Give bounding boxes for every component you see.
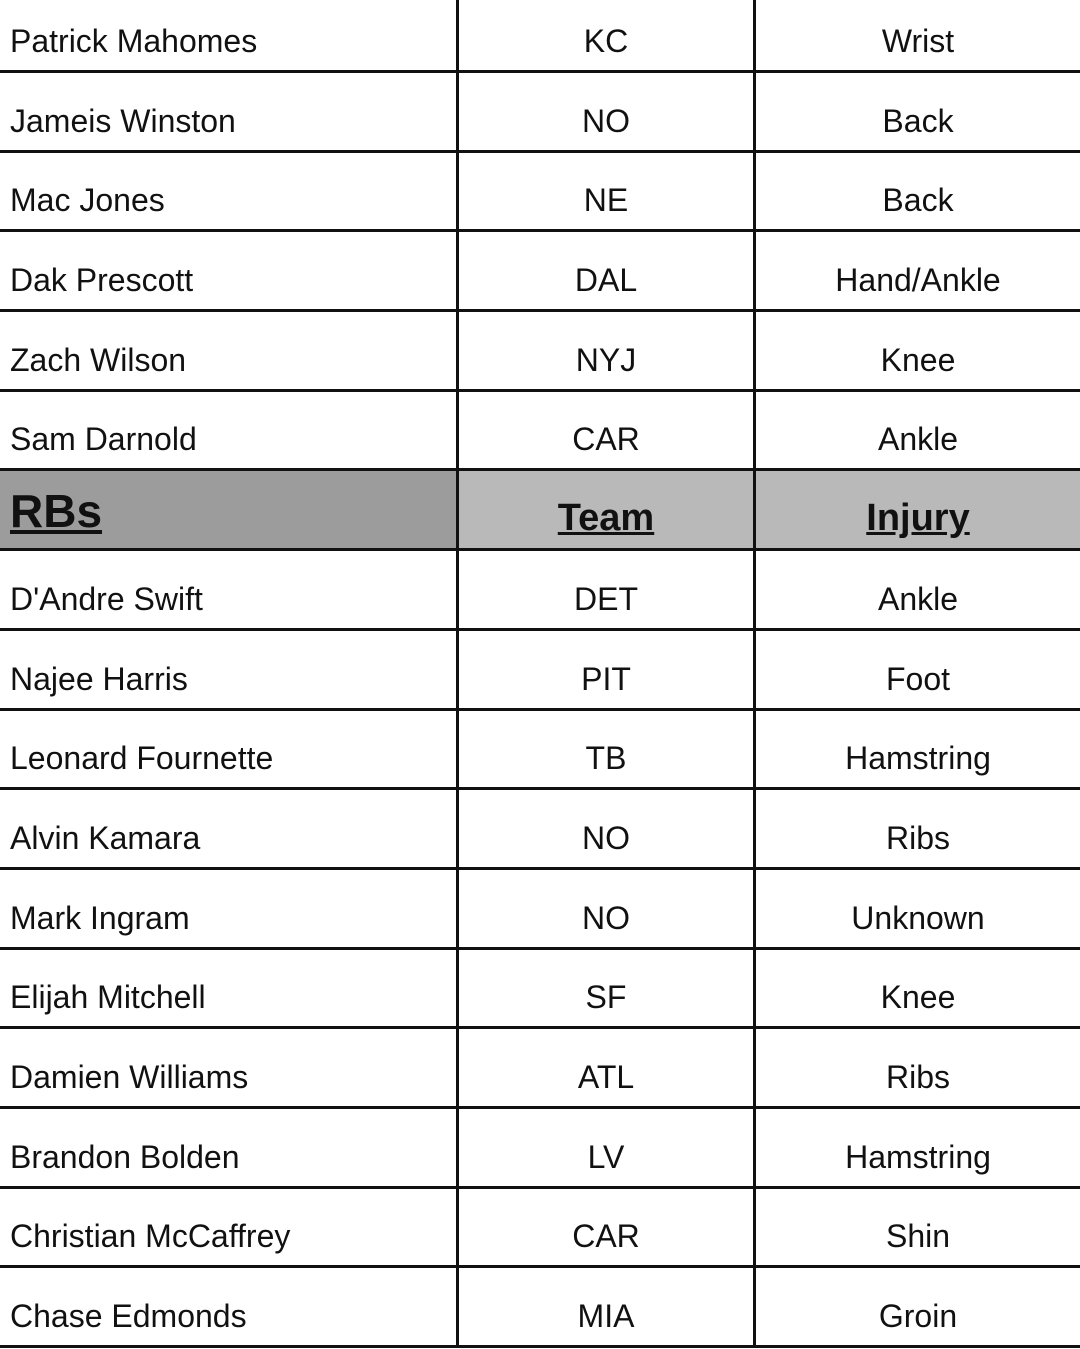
table-row: Dak Prescott DAL Hand/Ankle xyxy=(0,232,1080,313)
table-row: Elijah Mitchell SF Knee xyxy=(0,949,1080,1030)
table-row: Patrick Mahomes KC Wrist xyxy=(0,0,1080,73)
player-cell: Jameis Winston xyxy=(0,73,459,150)
table-row: D'Andre Swift DET Ankle xyxy=(0,551,1080,631)
player-cell: Mac Jones xyxy=(0,152,459,230)
injury-cell: Ankle xyxy=(877,580,959,617)
player-cell: Najee Harris xyxy=(0,630,459,708)
team-cell: NO xyxy=(459,73,756,150)
injury-cell: Ribs xyxy=(885,1058,950,1095)
team-cell: NYJ xyxy=(459,312,756,389)
injury-cell: Ankle xyxy=(877,421,959,458)
team-cell: NO xyxy=(459,790,756,867)
injury-cell: Shin xyxy=(885,1218,951,1255)
team-cell: DAL xyxy=(459,232,756,310)
injury-cell: Injury xyxy=(756,471,1080,549)
player-cell: Alvin Kamara xyxy=(0,790,459,867)
injury-cell: Knee xyxy=(880,341,956,378)
table-row: Mark Ingram NO Unknown xyxy=(0,869,1080,950)
player-cell: Mark Ingram xyxy=(0,869,459,947)
player-cell: Zach Wilson xyxy=(0,312,459,389)
player-cell: Leonard Fournette xyxy=(0,710,459,788)
player-cell: Chase Edmonds xyxy=(0,1268,459,1345)
player-cell: Patrick Mahomes xyxy=(0,0,459,70)
table-row: Damien Williams ATL Ribs xyxy=(0,1029,1080,1109)
team-cell: NO xyxy=(459,869,756,947)
injury-cell: Foot xyxy=(885,660,951,697)
team-cell: CAR xyxy=(459,1188,756,1266)
team-cell: TB xyxy=(459,710,756,788)
injury-cell: Unknown xyxy=(851,899,985,936)
table-row: Chase Edmonds MIA Groin xyxy=(0,1268,1080,1348)
table-row: Leonard Fournette TB Hamstring xyxy=(0,710,1080,791)
player-cell: D'Andre Swift xyxy=(0,551,459,628)
player-cell: RBs xyxy=(0,471,459,549)
injury-cell: Hamstring xyxy=(845,740,991,777)
table-row: Jameis Winston NO Back xyxy=(0,73,1080,153)
player-cell: Dak Prescott xyxy=(0,232,459,310)
injury-cell: Knee xyxy=(880,979,956,1016)
table-row: Alvin Kamara NO Ribs xyxy=(0,790,1080,870)
injury-cell: Hand/Ankle xyxy=(835,262,1001,299)
team-cell: ATL xyxy=(459,1029,756,1106)
player-cell: Sam Darnold xyxy=(0,391,459,469)
table-row: Najee Harris PIT Foot xyxy=(0,630,1080,711)
team-cell: PIT xyxy=(459,630,756,708)
player-cell: Brandon Bolden xyxy=(0,1108,459,1186)
player-cell: Christian McCaffrey xyxy=(0,1188,459,1266)
team-cell: SF xyxy=(459,949,756,1027)
table-row: Christian McCaffrey CAR Shin xyxy=(0,1188,1080,1269)
player-cell: Elijah Mitchell xyxy=(0,949,459,1027)
team-cell: CAR xyxy=(459,391,756,469)
team-cell: LV xyxy=(459,1108,756,1186)
rb-header-row: RBs Team Injury xyxy=(0,468,1080,552)
injury-cell: Back xyxy=(882,182,954,219)
table-row: Zach Wilson NYJ Knee xyxy=(0,312,1080,392)
team-cell: DET xyxy=(459,551,756,628)
table-row: Mac Jones NE Back xyxy=(0,152,1080,233)
team-cell: Team xyxy=(459,471,756,549)
injury-cell: Back xyxy=(882,102,954,139)
injury-cell: Groin xyxy=(878,1298,958,1334)
team-cell: MIA xyxy=(459,1268,756,1345)
injury-cell: Hamstring xyxy=(845,1138,991,1175)
injury-cell: Ribs xyxy=(885,819,950,856)
injury-cell: Wrist xyxy=(881,23,955,59)
table-row: Sam Darnold CAR Ankle xyxy=(0,391,1080,472)
player-cell: Damien Williams xyxy=(0,1029,459,1106)
table-row: Brandon Bolden LV Hamstring xyxy=(0,1108,1080,1189)
team-cell: KC xyxy=(459,0,756,70)
team-cell: NE xyxy=(459,152,756,230)
